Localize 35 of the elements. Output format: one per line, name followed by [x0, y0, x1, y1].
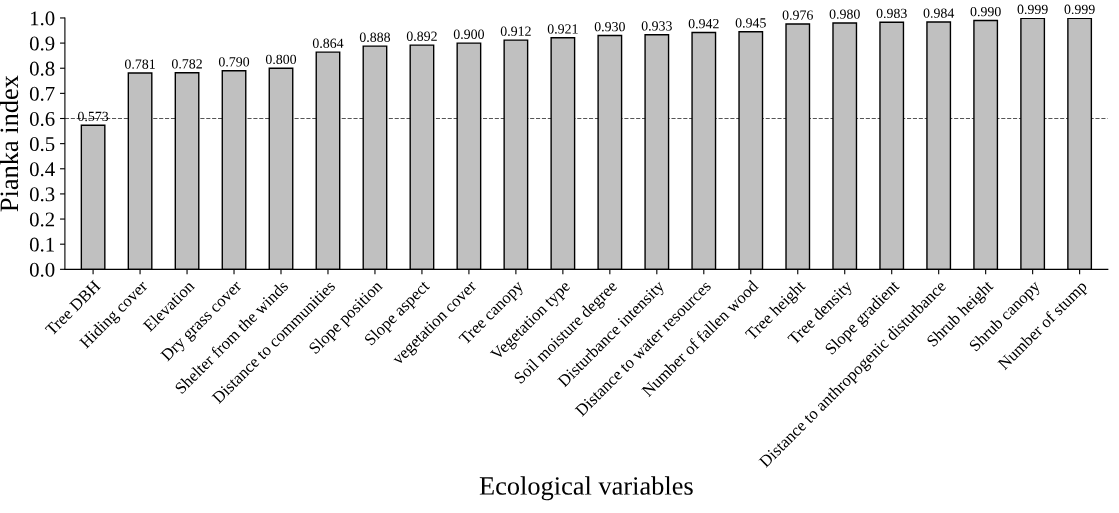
y-tick-label: 0.5	[29, 137, 55, 152]
data-label: 0.984	[923, 8, 955, 18]
y-tick-label: 0.1	[29, 237, 54, 252]
y-tick-label: 0.2	[29, 212, 55, 227]
data-label: 0.800	[265, 54, 297, 65]
data-label: 0.921	[547, 24, 578, 34]
data-label: 0.900	[453, 29, 485, 39]
data-label: 0.930	[594, 21, 625, 32]
data-label: 0.976	[782, 10, 813, 20]
data-label: 0.990	[970, 6, 1001, 17]
data-label: 0.933	[641, 21, 672, 31]
y-tick-label: 0.3	[29, 187, 55, 202]
data-label: 0.942	[688, 18, 719, 29]
data-label: 0.781	[124, 59, 155, 69]
y-axis-title: Pianka index	[0, 75, 19, 212]
x-axis-title: Ecological variables	[479, 476, 693, 501]
data-label: 0.864	[312, 38, 344, 48]
data-label: 0.999	[1017, 4, 1048, 15]
y-tick-label: 0.6	[29, 111, 55, 127]
data-label: 0.999	[1064, 4, 1095, 15]
y-tick-label: 0.4	[29, 162, 55, 177]
data-label: 0.980	[829, 9, 860, 19]
y-tick-label: 0.0	[29, 262, 55, 277]
data-label: 0.892	[406, 31, 437, 41]
data-label: 0.983	[876, 8, 907, 19]
data-label: 0.945	[735, 18, 766, 28]
y-tick-label: 0.8	[29, 61, 55, 76]
y-tick-label: 0.9	[29, 36, 55, 51]
y-tick-label: 0.7	[29, 86, 55, 101]
data-label: 0.790	[218, 57, 250, 67]
data-label: 0.912	[500, 26, 531, 36]
data-label: 0.888	[359, 32, 391, 42]
data-label: 0.573	[77, 111, 109, 122]
y-tick-label: 1.0	[30, 11, 55, 26]
data-label: 0.782	[171, 59, 202, 69]
